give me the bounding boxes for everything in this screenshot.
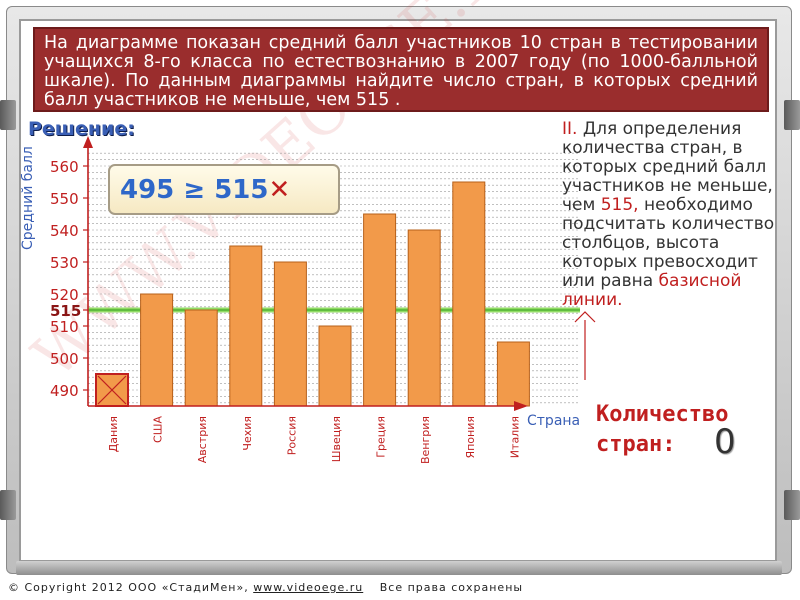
result-label-line-1: Количество	[596, 402, 729, 427]
x-tick-label: Япония	[464, 416, 477, 459]
problem-statement: На диаграмме показан средний балл участн…	[33, 27, 769, 112]
y-tick-label: 520	[50, 286, 79, 304]
explanation-text: II. Для определения количества стран, в …	[562, 120, 788, 310]
bar	[273, 261, 307, 407]
x-tick-label: Италия	[508, 416, 521, 458]
y-tick-label: 560	[50, 158, 79, 176]
bar	[184, 309, 218, 407]
y-tick-label: 540	[50, 222, 79, 240]
x-tick-label: Швеция	[330, 416, 343, 462]
bar	[407, 229, 441, 407]
whiteboard-tray	[16, 561, 782, 575]
explanation-part-2: необходимо подсчитать количество столбцо…	[562, 195, 775, 291]
x-tick-label: Австрия	[196, 416, 209, 463]
x-axis-title: Страна	[527, 413, 580, 429]
x-tick-label: Чехия	[241, 416, 254, 451]
bar	[318, 325, 352, 407]
y-axis-arrow-icon	[83, 136, 93, 148]
bar	[140, 293, 174, 407]
result-value: 0	[714, 422, 736, 462]
bar-cross-line	[97, 375, 127, 405]
x-axis-arrow-icon	[514, 401, 528, 411]
comparison-operator: ≥	[183, 175, 206, 205]
explanation-part-3: базисной линии.	[562, 271, 742, 310]
footer-rights: Все права сохранены	[379, 581, 524, 594]
result-label: Количество стран:	[596, 400, 728, 460]
y-tick-label: 490	[50, 382, 79, 400]
board-bracket-right-bottom	[784, 490, 800, 520]
x-tick-label: США	[152, 416, 165, 443]
y-tick-label: 530	[50, 254, 79, 272]
solution-title: Решение:	[28, 118, 135, 140]
bar	[496, 341, 530, 407]
x-tick-label: Греция	[375, 416, 388, 458]
board-bracket-left-bottom	[0, 490, 16, 520]
x-tick-label: Россия	[285, 416, 298, 455]
explanation-part-1: Для определения количества стран, в кото…	[562, 119, 773, 215]
comparison-box: 495 ≥ 515✕	[108, 164, 340, 215]
cross-icon: ✕	[268, 175, 291, 205]
footer-url[interactable]: www.videoege.ru	[253, 581, 364, 594]
explanation-threshold: 515,	[600, 195, 639, 215]
y-tick-label: 500	[50, 350, 79, 368]
board-bracket-right-top	[784, 100, 800, 130]
y-tick-label: 515	[50, 302, 81, 320]
comparison-left-value: 495	[120, 175, 175, 205]
result-label-line-2: стран:	[596, 432, 676, 457]
footer: © Copyright 2012 ООО «СтадиМен», www.vid…	[8, 581, 523, 594]
y-tick-label: 550	[50, 190, 79, 208]
bar	[229, 245, 263, 407]
step-number: II.	[562, 119, 578, 139]
bar	[452, 181, 486, 407]
x-tick-label: Дания	[107, 416, 120, 452]
bar	[363, 213, 397, 407]
x-tick-label: Венгрия	[419, 416, 432, 464]
comparison-right-value: 515	[214, 175, 269, 205]
footer-copyright: © Copyright 2012 ООО «СтадиМен»,	[8, 581, 249, 594]
pointer-arrow-icon	[574, 311, 596, 323]
board-bracket-left-top	[0, 100, 16, 130]
y-tick-label: 510	[50, 318, 79, 336]
